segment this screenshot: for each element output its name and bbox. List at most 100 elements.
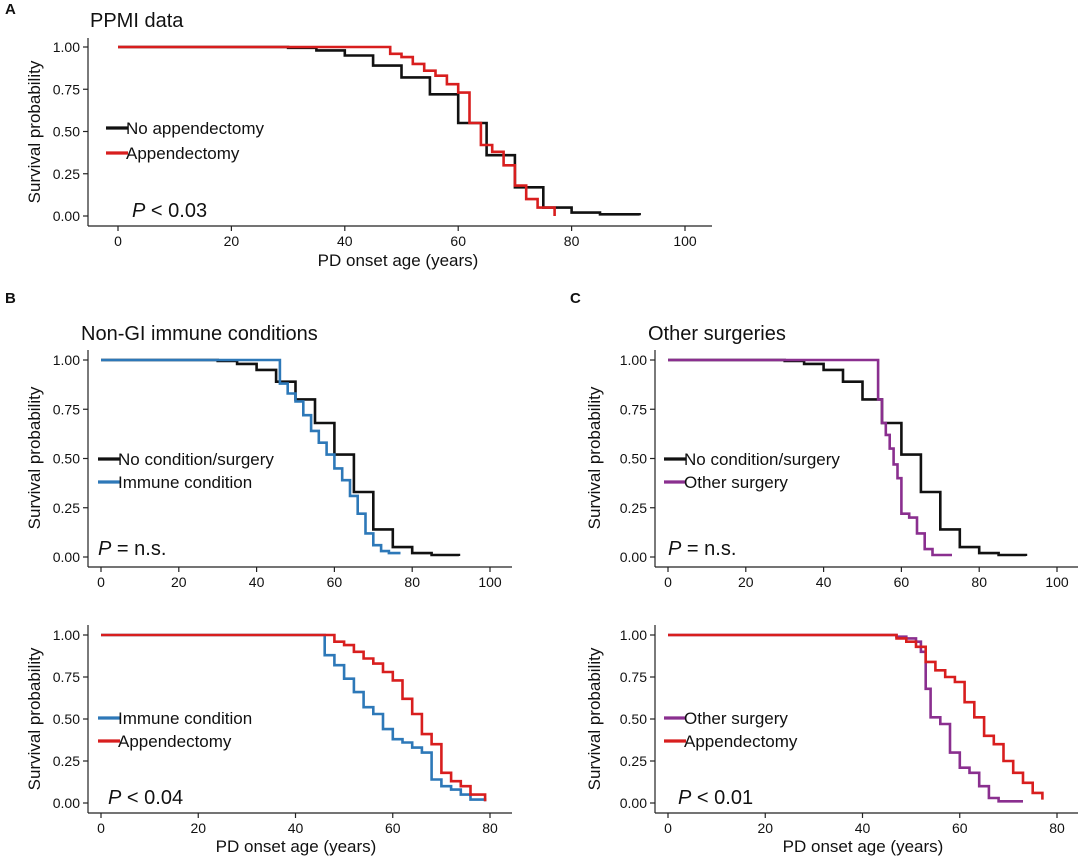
y-tick-label: 0.25 [620, 753, 647, 769]
x-tick-label: 60 [327, 574, 343, 590]
x-tick-label: 0 [97, 820, 105, 836]
x-tick-label: 100 [673, 233, 697, 249]
y-axis-label: Survival probability [585, 647, 604, 790]
x-tick-label: 80 [482, 820, 498, 836]
y-tick-label: 0.25 [53, 500, 80, 516]
p-symbol: P [678, 787, 692, 809]
y-tick-label: 0.00 [53, 549, 80, 565]
survival-curve-appendectomy [118, 45, 556, 216]
y-tick-label: 0.75 [53, 81, 80, 97]
y-tick-label: 0.75 [53, 669, 80, 685]
x-tick-label: 0 [114, 233, 122, 249]
legend-label: No condition/surgery [118, 450, 274, 469]
p-symbol: P [108, 787, 122, 809]
p-value-text: < 0.04 [121, 787, 183, 809]
y-tick-label: 1.00 [620, 627, 647, 643]
x-tick-label: 40 [288, 820, 304, 836]
p-symbol: P [668, 538, 682, 560]
y-tick-label: 0.25 [53, 166, 80, 182]
x-tick-label: 60 [450, 233, 466, 249]
panel-letter: A [5, 1, 16, 18]
y-tick-label: 0.75 [620, 669, 647, 685]
x-tick-label: 40 [337, 233, 353, 249]
x-tick-label: 100 [478, 574, 502, 590]
y-tick-label: 0.50 [53, 451, 80, 467]
survival-curve-immune-condition [101, 633, 487, 802]
legend-label: No appendectomy [126, 119, 264, 138]
y-tick-label: 0.00 [53, 208, 80, 224]
x-tick-label: 100 [1045, 574, 1069, 590]
p-value-text: < 0.03 [145, 200, 207, 222]
x-tick-label: 80 [1049, 820, 1065, 836]
y-tick-label: 1.00 [53, 627, 80, 643]
x-tick-label: 80 [971, 574, 987, 590]
panel-title: Non-GI immune conditions [81, 323, 318, 345]
x-tick-label: 0 [664, 574, 672, 590]
panel-title: PPMI data [90, 10, 184, 32]
p-value-text: = n.s. [681, 538, 736, 560]
y-tick-label: 0.50 [620, 711, 647, 727]
x-axis-label: PD onset age (years) [783, 837, 944, 856]
y-tick-label: 1.00 [620, 352, 647, 368]
x-tick-label: 20 [190, 820, 206, 836]
survival-curve-other-surgery [668, 358, 952, 557]
survival-curve-appendectomy [668, 633, 1044, 800]
x-tick-label: 20 [757, 820, 773, 836]
y-tick-label: 0.00 [53, 795, 80, 811]
y-axis-label: Survival probability [25, 60, 44, 203]
y-axis-label: Survival probability [25, 647, 44, 790]
x-tick-label: 60 [952, 820, 968, 836]
legend-label: No condition/surgery [684, 450, 840, 469]
survival-curve-immune-condition [101, 358, 401, 555]
panel-letter: C [570, 290, 581, 307]
legend-label: Appendectomy [684, 732, 798, 751]
y-tick-label: 0.00 [620, 549, 647, 565]
y-tick-label: 1.00 [53, 39, 80, 55]
p-value-annotation: P < 0.01 [678, 787, 753, 809]
p-value-annotation: P < 0.04 [108, 787, 183, 809]
x-tick-label: 40 [816, 574, 832, 590]
x-tick-label: 60 [385, 820, 401, 836]
survival-curve-no-appendectomy [118, 45, 641, 216]
panel-a-ppmi: 0.00 0.25 0.50 0.75 1.00 0 20 40 60 80 100 No appen… [5, 1, 712, 270]
x-tick-label: 20 [171, 574, 187, 590]
x-axis-label: PD onset age (years) [318, 251, 479, 270]
y-tick-label: 0.00 [620, 795, 647, 811]
survival-curve-appendectomy [101, 633, 487, 802]
y-tick-label: 0.25 [53, 753, 80, 769]
panel-c-surgery-top: 0.00 0.25 0.50 0.75 1.00 0 20 40 60 80 100 No condi… [570, 290, 1078, 590]
x-tick-label: 80 [564, 233, 580, 249]
x-tick-label: 80 [404, 574, 420, 590]
legend-label: Immune condition [118, 709, 252, 728]
y-tick-label: 0.50 [53, 124, 80, 140]
panel-b-immune-bottom: 0.00 0.25 0.50 0.75 1.00 0 20 40 60 80 Immune cond… [25, 625, 512, 856]
panel-c-surgery-bottom: 0.00 0.25 0.50 0.75 1.00 0 20 40 60 80 Other surge… [585, 625, 1078, 856]
x-axis-label: PD onset age (years) [216, 837, 377, 856]
x-tick-label: 60 [894, 574, 910, 590]
x-tick-label: 20 [224, 233, 240, 249]
survival-curve-no-condition-surgery [101, 358, 461, 557]
x-tick-label: 40 [855, 820, 871, 836]
p-value-annotation: P = n.s. [98, 538, 166, 560]
legend-label: Other surgery [684, 473, 788, 492]
p-symbol: P [132, 200, 146, 222]
panel-letter: B [5, 290, 16, 307]
p-value-annotation: P < 0.03 [132, 200, 207, 222]
survival-curve-no-condition-surgery [668, 358, 1028, 557]
legend-label: Immune condition [118, 473, 252, 492]
y-tick-label: 0.75 [53, 401, 80, 417]
y-tick-label: 0.25 [620, 500, 647, 516]
p-value-text: = n.s. [111, 538, 166, 560]
x-tick-label: 0 [97, 574, 105, 590]
panel-b-immune-top: 0.00 0.25 0.50 0.75 1.00 0 20 40 60 80 100 No condi… [5, 290, 512, 590]
x-tick-label: 0 [664, 820, 672, 836]
y-axis-label: Survival probability [585, 386, 604, 529]
y-tick-label: 1.00 [53, 352, 80, 368]
y-tick-label: 0.50 [620, 451, 647, 467]
x-tick-label: 40 [249, 574, 265, 590]
y-tick-label: 0.50 [53, 711, 80, 727]
p-value-annotation: P = n.s. [668, 538, 736, 560]
x-tick-label: 20 [738, 574, 754, 590]
y-tick-label: 0.75 [620, 401, 647, 417]
